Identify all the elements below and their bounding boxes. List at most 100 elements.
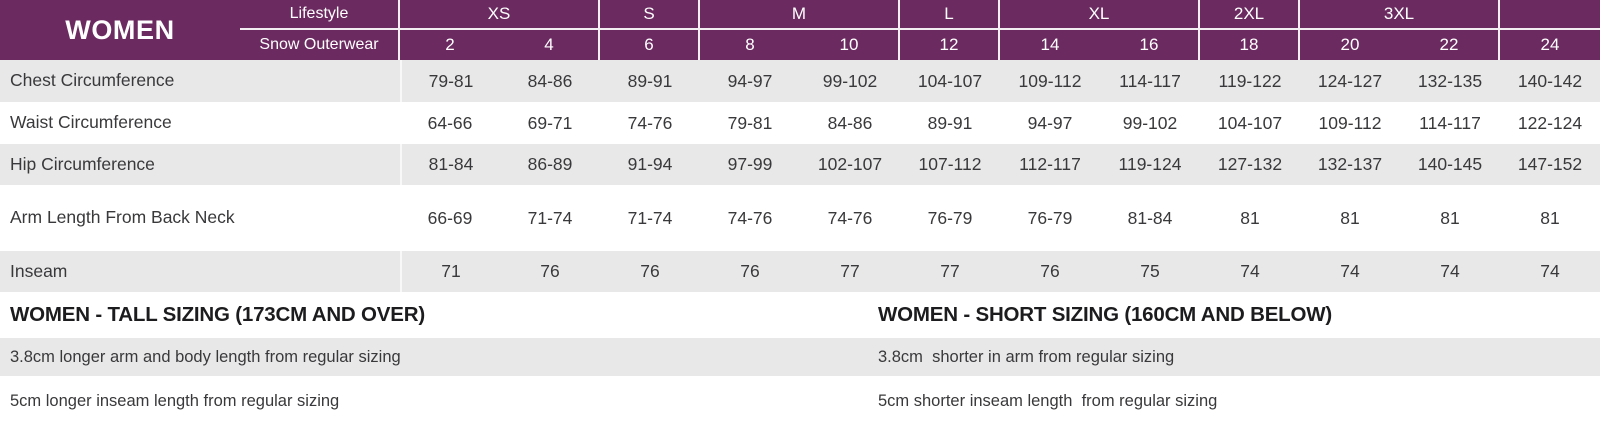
- size-value-cell: 79-81: [727, 112, 773, 133]
- size-value-cell: 132-135: [1400, 60, 1500, 102]
- size-value-cell: 74: [1200, 251, 1300, 292]
- size-value-cell: 76: [1000, 251, 1100, 292]
- size-value-cell: 104-107: [1217, 112, 1283, 133]
- size-value-cell: 119-124: [1100, 144, 1200, 185]
- size-value-cell: 109-112: [1318, 112, 1382, 133]
- size-value-cell: 81: [1240, 207, 1260, 228]
- size-number-header: 20: [1300, 30, 1400, 60]
- size-value-cell: 102-107: [800, 144, 900, 185]
- size-number-header: 10: [800, 30, 900, 60]
- size-value-cell: 81-84: [1127, 207, 1173, 228]
- women-size-table: WOMEN Lifestyle Snow Outerwear XS S M L XL 2X…: [0, 0, 1600, 292]
- size-value-cell: 77: [900, 251, 1000, 292]
- size-value-cell: 114-117: [1100, 60, 1200, 102]
- size-value-cell: 91-94: [600, 144, 700, 185]
- size-value-cell: 122-124: [1517, 112, 1583, 133]
- size-number-header: 24: [1500, 30, 1600, 60]
- size-value-cell: 81: [1340, 207, 1360, 228]
- size-value-cell: 76-79: [1027, 207, 1073, 228]
- footnote-row-2: 5cm longer inseam length from regular si…: [0, 382, 1600, 420]
- size-value-cell: 140-142: [1500, 60, 1600, 102]
- size-number-header: 6: [600, 30, 700, 60]
- size-group-header-s: S: [600, 0, 700, 30]
- size-value-cell: 114-117: [1419, 112, 1481, 133]
- size-value-cell: 97-99: [700, 144, 800, 185]
- size-number-header: 16: [1100, 30, 1200, 60]
- size-number-header: 18: [1200, 30, 1300, 60]
- size-value-cell: 147-152: [1500, 144, 1600, 185]
- category-snow-outerwear-label: Snow Outerwear: [259, 36, 379, 53]
- size-group-header-2xl: 2XL: [1200, 0, 1300, 30]
- measurement-row-label: Arm Length From Back Neck: [0, 185, 400, 251]
- size-value-cell: 86-89: [500, 144, 600, 185]
- size-value-cell: 124-127: [1300, 60, 1400, 102]
- size-value-cell: 94-97: [1027, 112, 1073, 133]
- size-number-header: 14: [1000, 30, 1100, 60]
- size-value-cell: 89-91: [600, 60, 700, 102]
- size-group-header-l: L: [900, 0, 1000, 30]
- size-value-cell: 119-122: [1200, 60, 1300, 102]
- size-value-cell: 76: [700, 251, 800, 292]
- size-value-cell: 132-137: [1300, 144, 1400, 185]
- size-value-cell: 77: [800, 251, 900, 292]
- measurement-row-label-text: Hip Circumference: [10, 153, 155, 174]
- size-group-header-3xl: 3XL: [1300, 0, 1500, 30]
- size-value-cell: 140-145: [1400, 144, 1500, 185]
- size-value-cell: 112-117: [1000, 144, 1100, 185]
- size-value-cell: 74-76: [627, 112, 673, 133]
- size-group-header-empty: [1500, 0, 1600, 30]
- measurement-row-label-text: Waist Circumference: [10, 112, 172, 133]
- size-value-cell: 76: [500, 251, 600, 292]
- size-value-cell: 66-69: [427, 207, 473, 228]
- size-value-cell: 74-76: [827, 207, 873, 228]
- size-value-cell: 104-107: [900, 60, 1000, 102]
- measurement-row-label: Waist Circumference: [0, 102, 400, 144]
- size-group-header-xs: XS: [400, 0, 600, 30]
- footnote-row-1: 3.8cm longer arm and body length from re…: [0, 338, 1600, 376]
- size-value-cell: 84-86: [827, 112, 873, 133]
- size-value-cell: 94-97: [700, 60, 800, 102]
- measurement-row-label-text: Chest Circumference: [10, 70, 175, 91]
- size-group-header-xl: XL: [1000, 0, 1200, 30]
- size-value-cell: 69-71: [527, 112, 573, 133]
- footnote-headings-row: WOMEN - TALL SIZING (173CM AND OVER) WOM…: [0, 292, 1600, 338]
- size-value-cell: 79-81: [400, 60, 500, 102]
- size-value-cell: 71-74: [627, 207, 673, 228]
- size-value-cell: 107-112: [900, 144, 1000, 185]
- size-value-cell: 71-74: [527, 207, 573, 228]
- measurement-row-label-text: Inseam: [10, 260, 68, 281]
- size-value-cell: 64-66: [427, 112, 473, 133]
- measurement-row-label: Hip Circumference: [0, 144, 400, 185]
- size-value-cell: 76: [600, 251, 700, 292]
- size-value-cell: 81: [1540, 207, 1560, 228]
- size-number-header: 4: [500, 30, 600, 60]
- size-group-header-m: M: [700, 0, 900, 30]
- size-value-cell: 81-84: [400, 144, 500, 185]
- tall-sizing-note-1: 3.8cm longer arm and body length from re…: [10, 347, 401, 366]
- measurement-row-label: Inseam: [0, 251, 400, 292]
- size-value-cell: 84-86: [500, 60, 600, 102]
- category-snow-outerwear-cell: Snow Outerwear: [240, 30, 400, 60]
- table-title: WOMEN: [65, 14, 175, 45]
- table-title-cell: WOMEN: [0, 0, 240, 60]
- size-value-cell: 99-102: [800, 60, 900, 102]
- tall-sizing-heading: WOMEN - TALL SIZING (173CM AND OVER): [10, 303, 425, 326]
- measurement-row-label-text: Arm Length From Back Neck: [10, 207, 235, 228]
- short-sizing-heading: WOMEN - SHORT SIZING (160CM AND BELOW): [878, 303, 1333, 326]
- size-number-header: 22: [1400, 30, 1500, 60]
- size-value-cell: 89-91: [927, 112, 973, 133]
- measurement-row-label: Chest Circumference: [0, 60, 400, 102]
- size-value-cell: 109-112: [1000, 60, 1100, 102]
- tall-sizing-note-2: 5cm longer inseam length from regular si…: [10, 391, 340, 410]
- size-value-cell: 71: [400, 251, 500, 292]
- size-value-cell: 74: [1400, 251, 1500, 292]
- size-number-header: 8: [700, 30, 800, 60]
- size-value-cell: 81: [1440, 207, 1460, 228]
- size-value-cell: 74: [1300, 251, 1400, 292]
- size-value-cell: 99-102: [1122, 112, 1178, 133]
- size-value-cell: 75: [1100, 251, 1200, 292]
- short-sizing-note-2: 5cm shorter inseam length from regular s…: [878, 391, 1218, 410]
- size-value-cell: 74-76: [727, 207, 773, 228]
- size-value-cell: 74: [1500, 251, 1600, 292]
- size-number-header: 2: [400, 30, 500, 60]
